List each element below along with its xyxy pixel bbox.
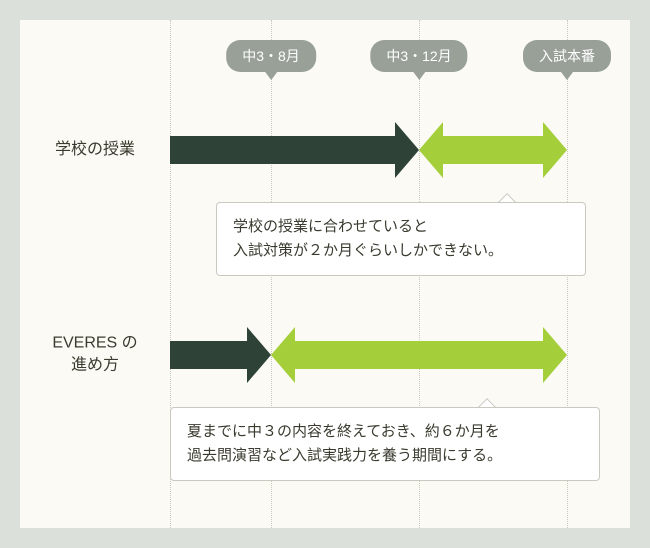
arrow-everes-0 [170,341,247,369]
callout-everes: 夏までに中３の内容を終えておき、約６か月を過去問演習など入試実践力を養う期間にす… [170,407,600,481]
callout-school: 学校の授業に合わせていると入試対策が２か月ぐらいしかできない。 [216,202,586,276]
milestone-aug: 中3・8月 [226,40,316,80]
milestone-label: 入試本番 [523,40,611,72]
milestone-pointer-icon [265,72,277,80]
row-label-everes: EVERES の進め方 [20,333,170,378]
milestone-label: 中3・12月 [370,40,467,72]
milestone-pointer-icon [413,72,425,80]
arrow-school-1 [443,136,543,164]
timeline-diagram: 中3・8月 中3・12月 入試本番学校の授業学校の授業に合わせていると入試対策が２か… [20,20,630,528]
milestone-dec: 中3・12月 [370,40,467,80]
arrow-school-0 [170,136,395,164]
milestone-pointer-icon [561,72,573,80]
arrow-everes-1 [295,341,543,369]
row-label-school: 学校の授業 [20,139,170,161]
milestone-exam: 入試本番 [523,40,611,80]
milestone-label: 中3・8月 [226,40,316,72]
